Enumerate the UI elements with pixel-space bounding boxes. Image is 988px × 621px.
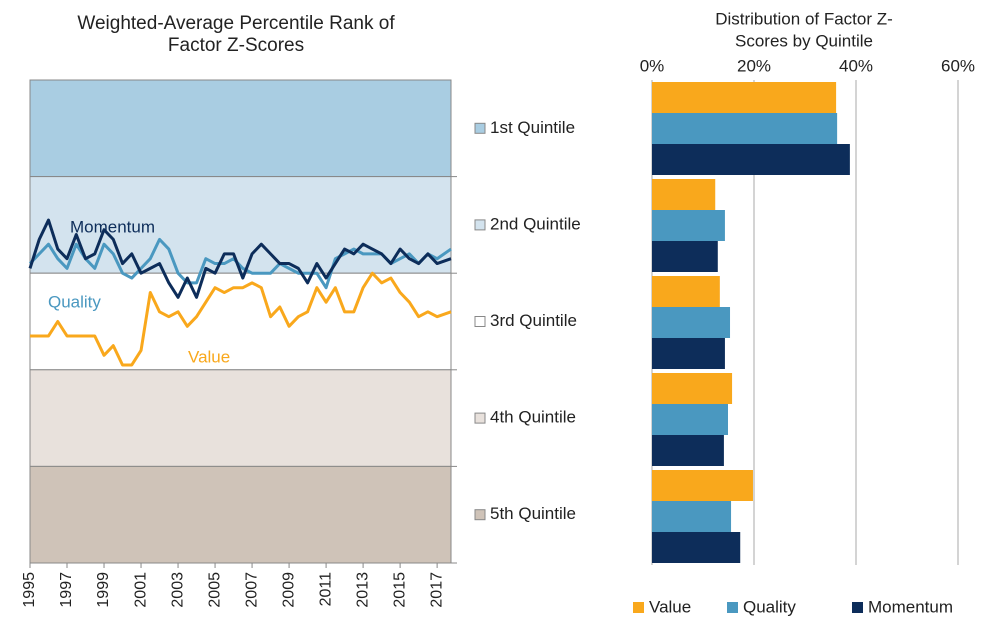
legend-swatch bbox=[474, 219, 486, 231]
bar bbox=[652, 113, 838, 144]
quintile-band bbox=[29, 79, 452, 178]
chart-title: Factor Z-Scores bbox=[168, 35, 304, 56]
legend-label: 4th Quintile bbox=[490, 408, 576, 427]
bar bbox=[652, 501, 732, 532]
legend-swatch bbox=[474, 316, 486, 327]
bar bbox=[652, 276, 720, 307]
x-tick-label: 2003 bbox=[169, 572, 186, 608]
x-tick-label: 40% bbox=[839, 56, 873, 75]
legend-label: 5th Quintile bbox=[490, 504, 576, 523]
series-label: Value bbox=[188, 347, 230, 366]
bar bbox=[652, 144, 850, 175]
bar bbox=[652, 241, 718, 272]
x-tick-label: 1995 bbox=[21, 572, 38, 608]
x-tick-label: 20% bbox=[737, 56, 771, 75]
legend-label: 3rd Quintile bbox=[490, 311, 577, 330]
series-label: Momentum bbox=[70, 217, 155, 236]
legend-swatch bbox=[852, 602, 863, 613]
legend-swatch bbox=[727, 602, 738, 613]
x-tick-label: 60% bbox=[941, 56, 975, 75]
x-tick-label: 2015 bbox=[391, 572, 408, 608]
series-line bbox=[28, 218, 452, 299]
x-tick-label: 2005 bbox=[206, 572, 223, 608]
legend-label: Value bbox=[649, 597, 691, 616]
quintile-band bbox=[29, 465, 452, 564]
x-tick-label: 2009 bbox=[280, 572, 297, 608]
legend-label: 2nd Quintile bbox=[490, 214, 581, 233]
x-tick-label: 2017 bbox=[428, 572, 445, 608]
x-tick-label: 0% bbox=[640, 56, 665, 75]
series-label: Quality bbox=[48, 292, 101, 311]
bar bbox=[652, 210, 725, 241]
bar bbox=[652, 532, 741, 563]
chart-title: Scores by Quintile bbox=[735, 31, 873, 50]
bar bbox=[652, 373, 733, 404]
series-line bbox=[30, 271, 452, 367]
x-tick-label: 2011 bbox=[317, 572, 334, 607]
chart-title: Weighted-Average Percentile Rank of bbox=[77, 13, 395, 34]
legend-swatch bbox=[474, 122, 486, 134]
legend-label: Quality bbox=[743, 597, 796, 616]
legend-swatch bbox=[633, 602, 644, 613]
legend-label: Momentum bbox=[868, 597, 953, 616]
bar bbox=[652, 307, 731, 338]
x-tick-label: 1999 bbox=[95, 572, 112, 608]
x-tick-label: 2013 bbox=[354, 572, 371, 608]
bar bbox=[652, 470, 753, 501]
quintile-band bbox=[29, 369, 452, 467]
legend-swatch bbox=[474, 509, 486, 521]
bar bbox=[652, 179, 716, 210]
x-tick-label: 2001 bbox=[132, 572, 149, 608]
bar bbox=[652, 338, 725, 369]
bar bbox=[652, 435, 724, 466]
legend-swatch bbox=[474, 412, 486, 424]
x-tick-label: 2007 bbox=[243, 572, 260, 608]
chart-title: Distribution of Factor Z- bbox=[715, 9, 893, 28]
bar bbox=[652, 404, 728, 435]
legend-label: 1st Quintile bbox=[490, 118, 575, 137]
x-tick-label: 1997 bbox=[58, 572, 75, 608]
bar bbox=[652, 82, 837, 113]
